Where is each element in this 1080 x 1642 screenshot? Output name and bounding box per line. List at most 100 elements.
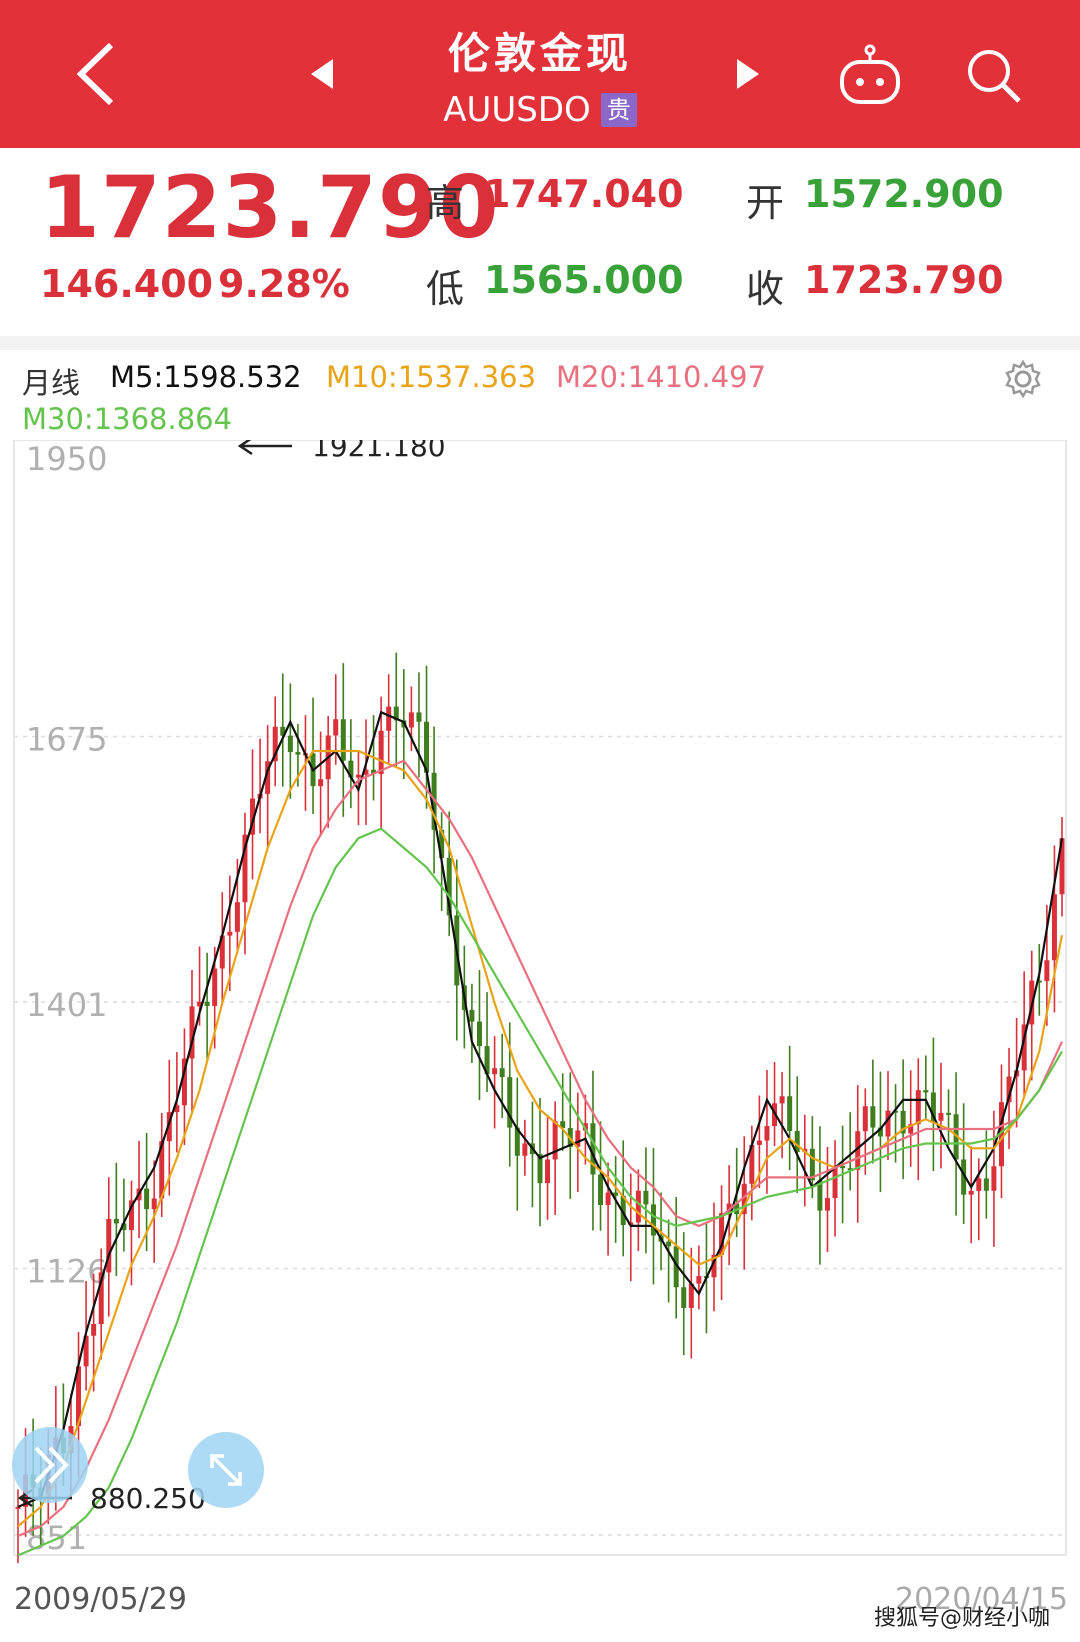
candle-body: [749, 1144, 755, 1184]
triangle-right-icon: [737, 59, 759, 89]
gear-icon: [1005, 359, 1041, 399]
candle-body: [91, 1324, 97, 1336]
double-chevron-icon: [34, 1446, 55, 1484]
candle-body: [900, 1110, 906, 1134]
period-label[interactable]: 月线: [22, 366, 81, 400]
candle-body: [522, 1143, 528, 1156]
candle-body: [817, 1180, 823, 1211]
ma10-legend: M10:1537.363: [326, 360, 537, 394]
candle-body: [598, 1174, 604, 1205]
price-change-pct: 9.28%: [218, 262, 350, 306]
high-label: 高: [426, 181, 465, 225]
high-value: 1747.040: [484, 172, 684, 216]
candle-body: [840, 1165, 846, 1169]
candle-body: [174, 1105, 180, 1113]
y-tick-label: 1126: [26, 1253, 107, 1291]
search-button[interactable]: [962, 44, 1026, 108]
close-label: 收: [746, 267, 785, 311]
next-symbol-button[interactable]: [726, 52, 770, 96]
candle-body: [991, 1166, 997, 1191]
candle-body: [537, 1154, 543, 1184]
candle-body: [265, 761, 271, 794]
candle-body: [575, 1130, 581, 1147]
candle-body: [915, 1090, 921, 1125]
candle-body: [590, 1123, 596, 1175]
ma-line-m10: [17, 749, 1064, 1528]
y-tick-label: 1675: [26, 720, 107, 758]
back-button[interactable]: [60, 36, 130, 112]
search-icon: [968, 50, 1021, 103]
candle-body: [643, 1190, 649, 1205]
candle-body: [250, 798, 256, 835]
ma20-legend: M20:1410.497: [556, 360, 767, 394]
candle-body: [386, 706, 392, 731]
candle-body: [113, 1218, 119, 1224]
candle-body: [893, 1110, 899, 1113]
prev-symbol-button[interactable]: [300, 52, 344, 96]
expand-icon-corner: [210, 1454, 224, 1468]
candle-body: [280, 726, 286, 736]
candle-body: [938, 1112, 944, 1121]
low-value: 1565.000: [484, 258, 684, 302]
candle-body: [219, 935, 225, 969]
candle-body: [1059, 838, 1065, 895]
candle-body: [1036, 980, 1042, 983]
candle-body: [393, 706, 399, 721]
candle-body: [363, 769, 369, 775]
candle-body: [620, 1195, 626, 1226]
candle-body: [946, 1112, 952, 1115]
candle-body: [832, 1165, 838, 1199]
candle-body: [681, 1287, 687, 1308]
candle-body: [923, 1090, 929, 1093]
candle-body: [998, 1102, 1004, 1167]
candle-body: [242, 834, 248, 903]
watermark: 搜狐号@财经小咖: [873, 1606, 1050, 1631]
candle-body: [741, 1183, 747, 1215]
back-arrow-icon: [76, 42, 114, 106]
candle-body: [961, 1159, 967, 1195]
candle-body: [855, 1131, 861, 1170]
candle-body: [128, 1200, 134, 1231]
candle-body: [885, 1110, 891, 1137]
chart-settings-button[interactable]: [1000, 356, 1046, 402]
candle-body: [930, 1092, 936, 1121]
robot-assistant-button[interactable]: [832, 40, 908, 110]
candle-body: [824, 1198, 830, 1211]
candle-body: [514, 1127, 520, 1156]
candle-body: [650, 1204, 656, 1236]
candle-body: [424, 721, 430, 773]
candle-body: [355, 774, 361, 778]
expand-icon: [210, 1454, 242, 1486]
high-annotation: 1921.180: [312, 440, 446, 463]
candle-body: [1006, 1076, 1012, 1103]
candle-body: [976, 1178, 982, 1191]
candle-body: [908, 1124, 914, 1134]
expand-icon-corner: [228, 1472, 242, 1486]
candle-body: [287, 735, 293, 753]
candle-body: [106, 1218, 112, 1273]
candle-body: [189, 1006, 195, 1059]
candle-body: [552, 1121, 558, 1160]
candle-body: [673, 1246, 679, 1288]
open-label: 开: [746, 181, 785, 225]
candle-body: [499, 1068, 505, 1078]
candle-body: [144, 1188, 150, 1210]
candle-body: [439, 829, 445, 859]
candle-body: [605, 1192, 611, 1205]
candle-body: [711, 1254, 717, 1278]
candle-body: [1044, 960, 1050, 982]
candle-body: [348, 760, 354, 778]
candle-body: [204, 1001, 210, 1006]
candle-body: [764, 1126, 770, 1141]
candle-body: [560, 1121, 566, 1129]
candle-body: [779, 1096, 785, 1104]
candle-body: [378, 730, 384, 775]
candle-body: [545, 1159, 551, 1184]
candle-body: [476, 1021, 482, 1047]
open-value: 1572.900: [804, 172, 1004, 216]
symbol-code: AUUSDO: [443, 90, 591, 130]
candle-body: [847, 1168, 853, 1171]
symbol-row: AUUSDO 贵: [0, 90, 1080, 130]
price-change: 146.400: [40, 262, 214, 306]
